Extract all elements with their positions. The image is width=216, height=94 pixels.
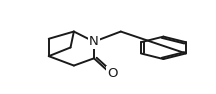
Text: O: O <box>107 67 117 80</box>
Text: N: N <box>89 35 99 48</box>
